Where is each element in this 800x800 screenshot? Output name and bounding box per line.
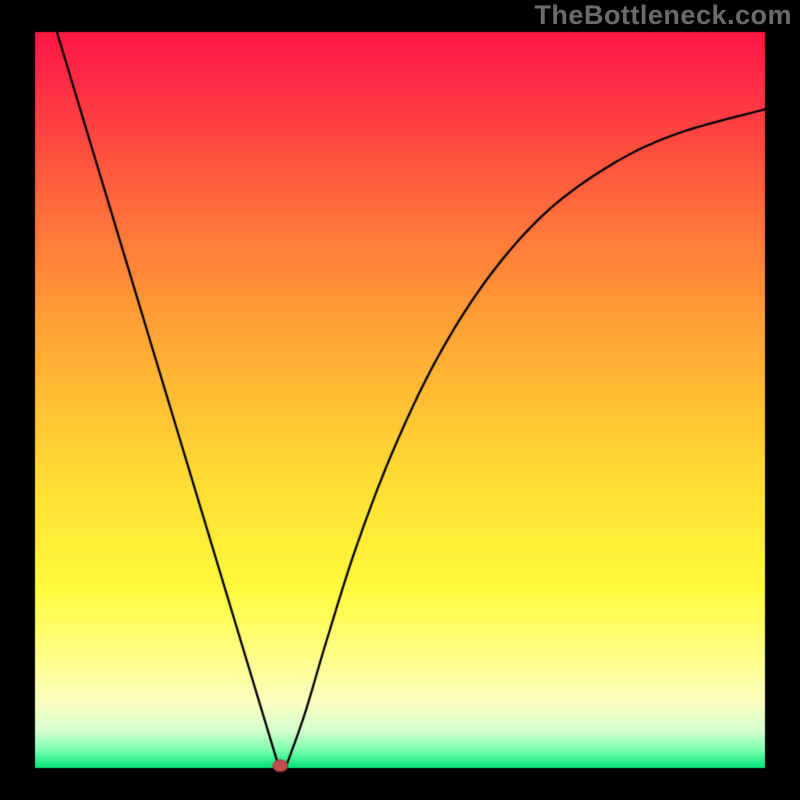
chart-container: TheBottleneck.com <box>0 0 800 800</box>
watermark-text: TheBottleneck.com <box>534 0 792 31</box>
bottleneck-chart-canvas <box>0 0 800 800</box>
